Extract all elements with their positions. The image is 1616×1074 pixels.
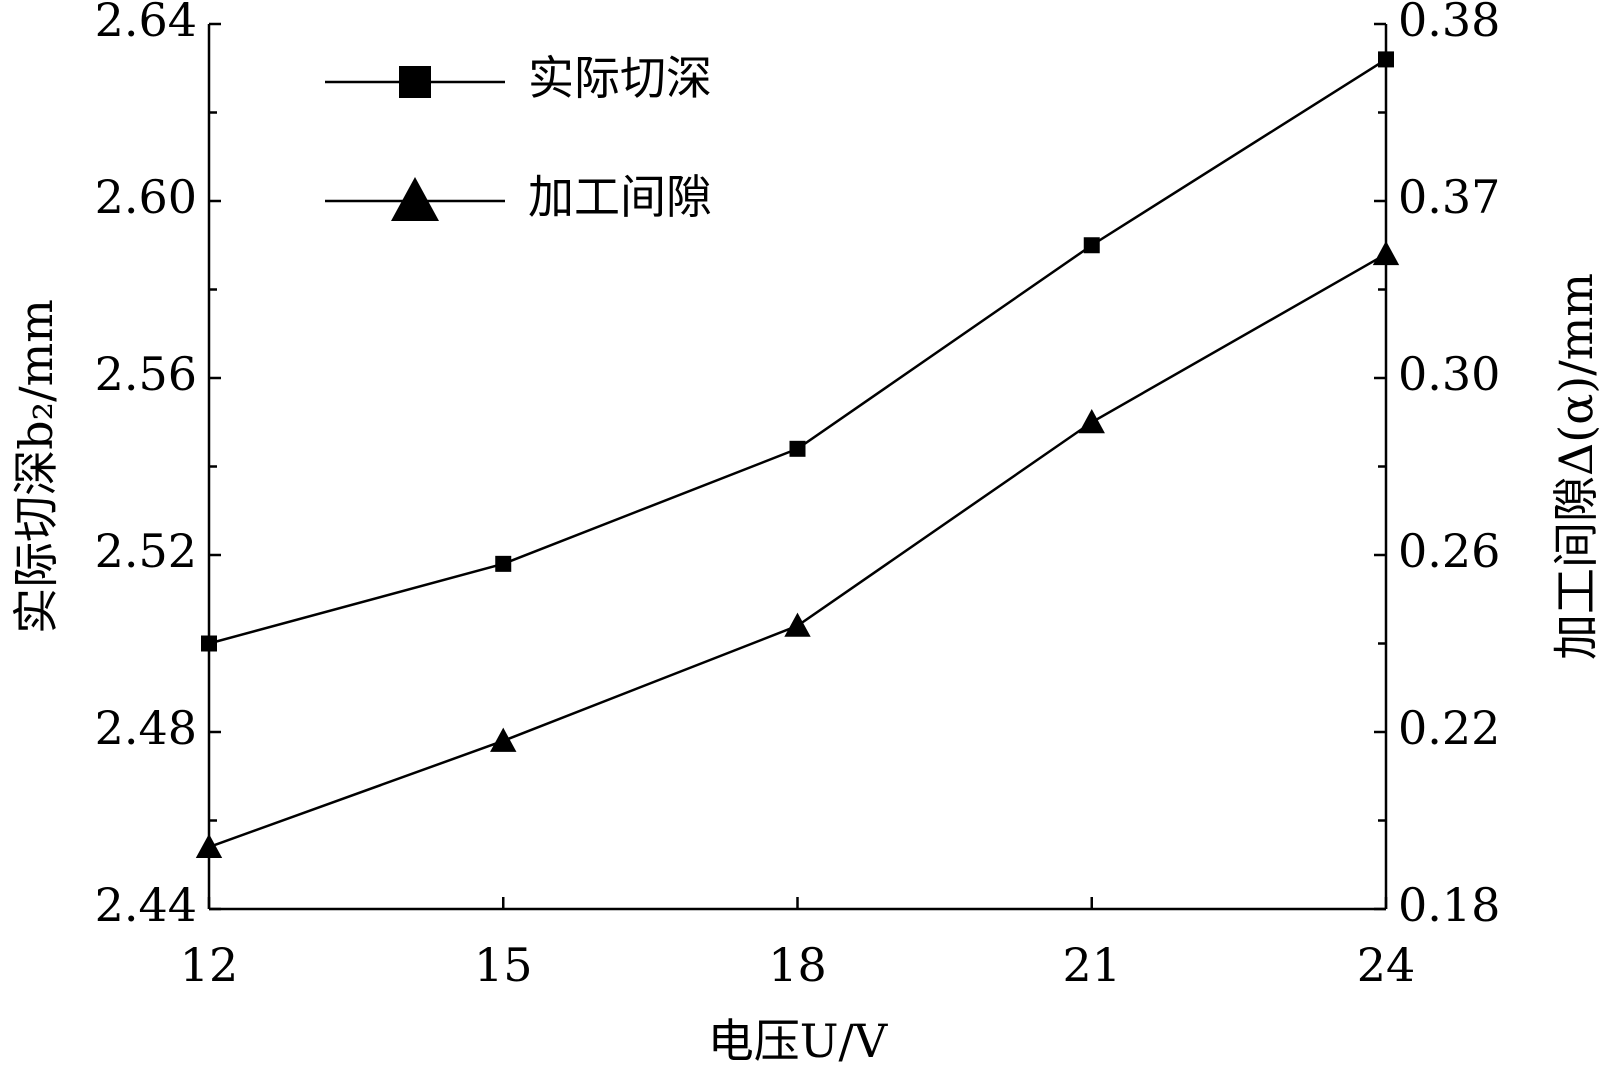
y2-tick-label: 0.18 [1398,878,1500,932]
x-tick-label: 18 [768,938,827,992]
y2-axis-title: 加工间隙Δ(α)/mm [1549,273,1603,660]
marker [1378,51,1394,68]
x-tick-label: 15 [474,938,533,992]
y-tick-label: 2.48 [95,701,197,755]
legend-label: 实际切深 [528,51,712,105]
marker [789,440,806,457]
legend-marker [391,177,439,221]
y-tick-label: 2.60 [95,170,197,224]
marker [1078,409,1105,434]
y-tick-label: 2.52 [95,524,197,578]
marker [495,555,512,572]
series-line [208,58,1387,645]
marker [1083,237,1100,254]
marker [195,833,223,859]
x-tick-label: 21 [1062,938,1121,992]
y-tick-label: 2.44 [95,878,197,932]
y2-tick-label: 0.38 [1398,0,1500,47]
series-line [208,253,1387,849]
legend-label: 加工间隙 [528,170,712,224]
y-tick-label: 2.56 [95,347,197,401]
marker [1372,240,1400,266]
legend-marker [399,66,431,98]
x-tick-label: 12 [180,938,239,992]
y2-tick-label: 0.26 [1398,524,1500,578]
y-axis-title: 实际切深b₂/mm [9,299,63,634]
marker [784,612,811,637]
y2-tick-label: 0.22 [1398,701,1500,755]
marker [201,635,217,652]
y-tick-label: 2.64 [95,0,197,47]
x-tick-label: 24 [1357,938,1416,992]
y2-tick-label: 0.30 [1398,347,1500,401]
y2-tick-label: 0.37 [1398,170,1500,224]
x-axis-title: 电压U/V [708,1014,888,1068]
marker [490,727,517,752]
